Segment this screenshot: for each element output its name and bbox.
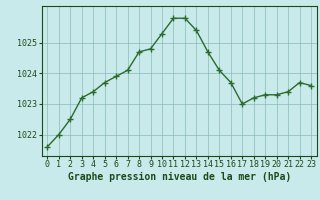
X-axis label: Graphe pression niveau de la mer (hPa): Graphe pression niveau de la mer (hPa): [68, 172, 291, 182]
